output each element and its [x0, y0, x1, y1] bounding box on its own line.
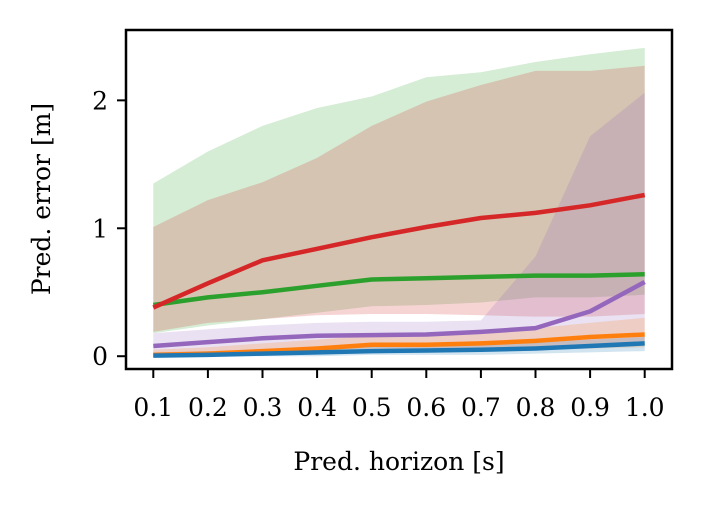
y-axis-ticks: 0 1 2	[92, 86, 126, 371]
x-tick-label: 0.5	[352, 393, 392, 422]
series-line-1	[152, 192, 646, 310]
x-tick-label: 0.8	[516, 393, 556, 422]
plot-frame	[124, 28, 674, 371]
error-band-0	[153, 47, 645, 334]
series-lines	[152, 192, 646, 358]
y-tick-label: 0	[92, 342, 108, 371]
x-tick-label: 0.6	[406, 393, 446, 422]
series-line-2	[153, 280, 646, 349]
x-tick-label: 0.3	[243, 393, 283, 422]
series-line-0	[152, 272, 645, 308]
series-line-4	[153, 341, 645, 358]
x-tick-label: 0.4	[297, 393, 337, 422]
y-tick-label: 2	[92, 86, 108, 115]
x-tick-label: 0.1	[133, 393, 173, 422]
x-tick-label: 0.7	[461, 393, 501, 422]
x-axis-label: Pred. horizon [s]	[293, 447, 504, 476]
x-tick-label: 0.9	[570, 393, 610, 422]
y-axis-label: Pred. error [m]	[27, 103, 56, 295]
y-tick-label: 1	[92, 214, 108, 243]
error-band-1	[153, 65, 645, 332]
x-tick-label: 1.0	[625, 393, 665, 422]
x-axis-ticks: 0.1 0.2 0.3 0.4 0.5 0.6 0.7 0.8 0.9 1.0	[133, 369, 665, 422]
error-bands	[153, 47, 645, 357]
x-tick-label: 0.2	[188, 393, 228, 422]
error-band-2	[153, 92, 645, 354]
